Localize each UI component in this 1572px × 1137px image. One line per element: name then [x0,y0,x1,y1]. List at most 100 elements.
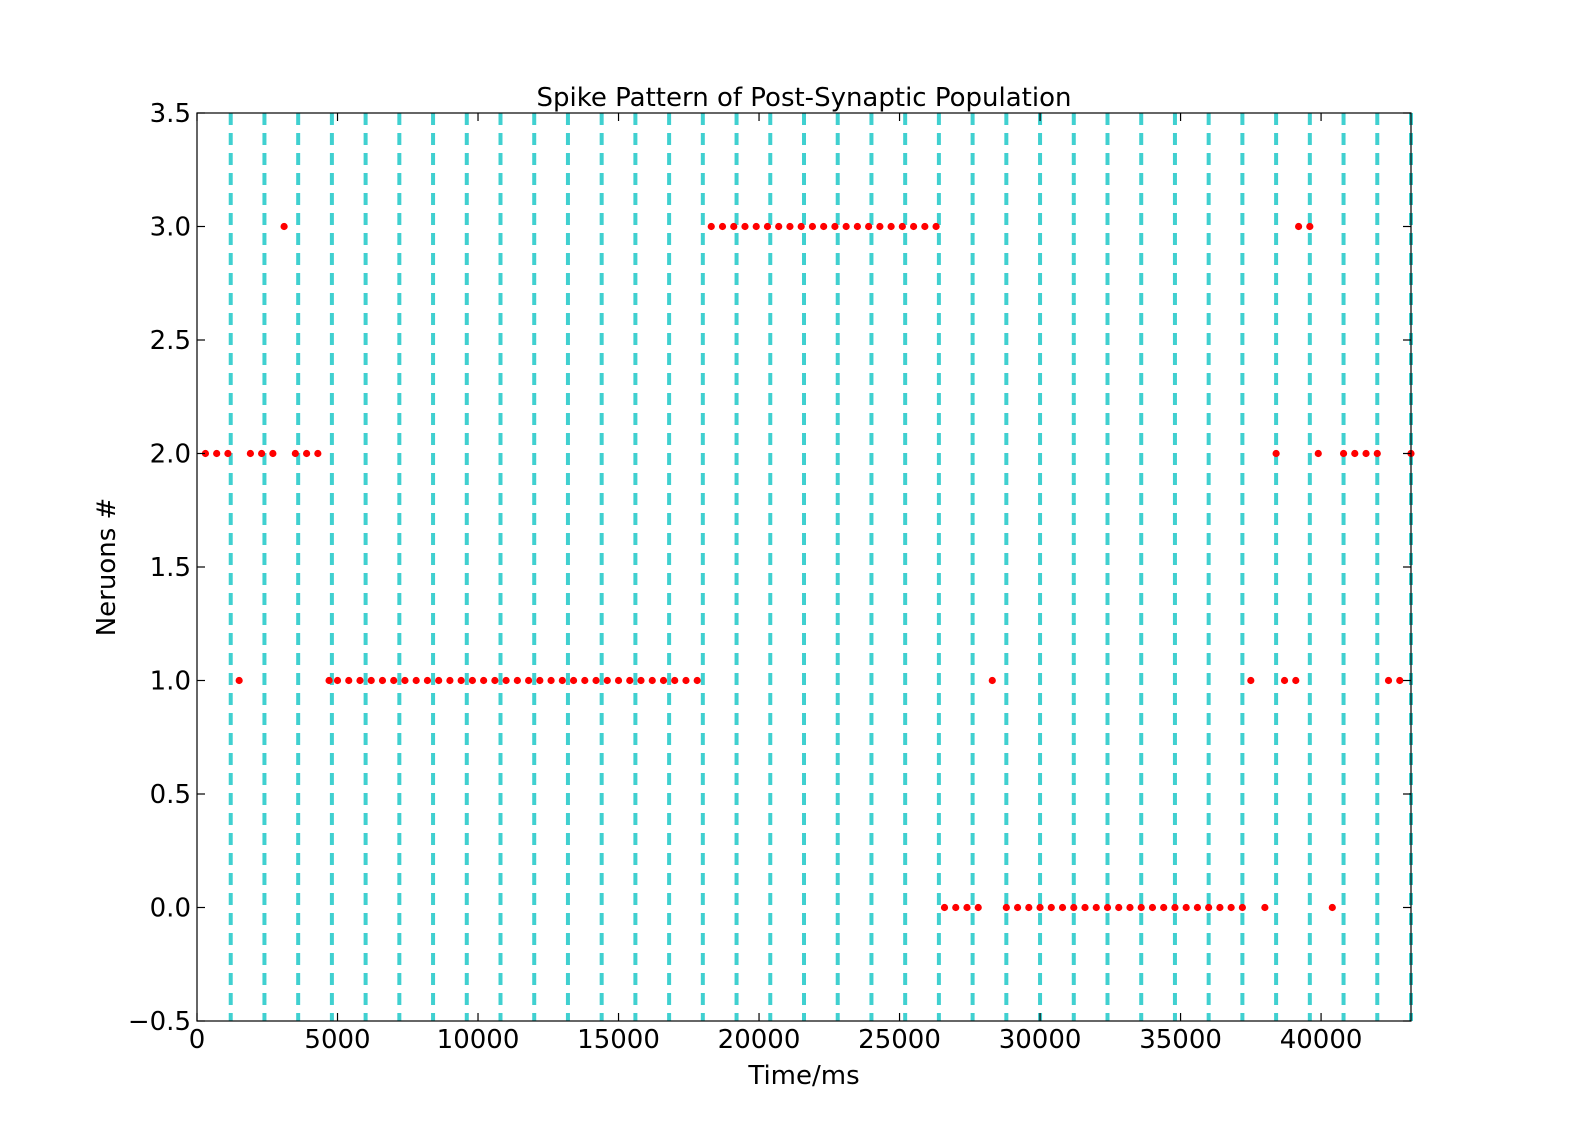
spike-point [707,222,715,231]
spike-point [637,676,645,685]
x-tick-label: 20000 [718,1025,801,1055]
spike-point [235,676,243,685]
spike-point [1314,449,1322,458]
spike-point [1328,903,1336,912]
spike-point [1025,903,1033,912]
spike-point [457,676,465,685]
x-tick-label: 25000 [858,1025,941,1055]
spike-point [876,222,884,231]
spike-point [258,449,266,458]
spike-point [547,676,555,685]
y-tick-label: 1.0 [150,667,191,697]
spike-point [865,222,873,231]
spike-point [291,449,299,458]
chart-title: Spike Pattern of Post-Synaptic Populatio… [537,83,1072,113]
spike-point [1384,676,1393,685]
spike-point [763,222,772,231]
spike-point [224,449,232,458]
reference-lines [228,113,1413,1021]
spike-point [356,676,364,685]
spike-point [1261,903,1269,912]
spike-point [1047,903,1055,912]
y-tick-label: 0.5 [150,780,191,810]
spike-point [213,449,221,458]
spike-point [1339,449,1348,458]
spike-point [423,676,432,685]
spike-point [1103,903,1112,912]
spike-point [921,222,929,231]
spike-point [302,449,311,458]
spike-point [1070,903,1078,912]
spike-point [1216,903,1224,912]
spike-point [1272,449,1280,458]
spike-point [741,222,749,231]
spike-point [671,676,679,685]
spike-point [626,676,634,685]
y-tick-label: 0.0 [150,894,191,924]
spike-point [558,676,566,685]
axis-tick-labels: 0 5000 10000 15000 20000 25000 30000 35000 40000… [128,99,1363,1055]
x-tick-label: 30000 [999,1025,1082,1055]
x-axis-label: Time/ms [747,1061,859,1091]
spike-point [446,676,454,685]
spike-point [1247,676,1255,685]
axis-ticks [196,112,1411,1022]
spike-point [1092,903,1100,912]
spike-point [581,676,589,685]
x-tick-label: 5000 [304,1025,370,1055]
spike-point [853,222,861,231]
spike-point [502,676,510,685]
spike-point [1227,903,1235,912]
spike-point [246,449,254,458]
y-tick-label: 2.0 [150,440,191,470]
x-tick-label: 0 [189,1025,206,1055]
spike-point [682,676,690,685]
spike-point [1036,903,1044,912]
spike-point [940,903,949,912]
spike-point [1002,903,1010,912]
spike-point [333,676,342,685]
spike-point [390,676,398,685]
spike-point [480,676,488,685]
x-tick-label: 40000 [1280,1025,1363,1055]
spike-point [1193,903,1202,912]
spike-point [1280,676,1289,685]
spike-point [201,449,210,458]
spike-point [1137,903,1145,912]
spike-point [1171,903,1179,912]
spike-point [752,222,760,231]
spike-point [569,676,578,685]
spike-point [898,222,906,231]
spike-point [797,222,805,231]
spike-point [1081,903,1089,912]
spike-point [659,676,668,685]
y-axis-label: Neruons # [92,498,122,637]
spike-point [592,676,600,685]
y-tick-label: 3.0 [150,213,191,243]
spike-point [1058,903,1067,912]
spike-point [820,222,828,231]
spike-point [974,903,982,912]
spike-point [1294,222,1303,231]
y-tick-label: 1.5 [150,553,191,583]
spike-point [808,222,817,231]
spike-point [513,676,521,685]
spike-point [786,222,794,231]
spike-point [468,676,476,685]
spike-point [491,676,499,685]
spike-point [693,676,701,685]
spike-point [932,222,940,231]
spike-point [1013,903,1022,912]
spike-point [887,222,895,231]
spike-point [401,676,409,685]
spike-point [1160,903,1168,912]
spike-point [648,676,656,685]
spike-point [536,676,544,685]
spike-point [1205,903,1213,912]
spike-point [909,222,918,231]
spike-point [842,222,850,231]
spike-point [988,676,996,685]
spike-point [325,676,333,685]
spike-point [412,676,420,685]
